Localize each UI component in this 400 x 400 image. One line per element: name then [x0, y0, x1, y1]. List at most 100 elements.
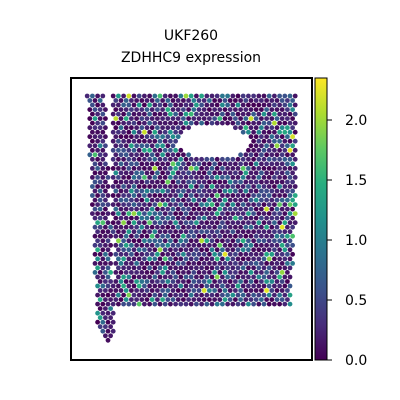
spot — [292, 220, 298, 226]
spot — [116, 238, 121, 244]
spot — [129, 134, 134, 140]
spot — [199, 256, 205, 262]
spot — [269, 206, 275, 212]
spot — [95, 292, 100, 298]
spot — [126, 102, 132, 108]
spot — [134, 206, 140, 212]
spot — [256, 265, 262, 271]
spot — [123, 152, 129, 158]
spot — [196, 261, 202, 266]
spot — [186, 279, 192, 284]
spot — [269, 107, 275, 112]
spot — [113, 224, 119, 230]
spot — [157, 256, 163, 262]
spot — [129, 261, 134, 266]
spot — [113, 288, 119, 293]
spot — [144, 170, 150, 176]
spot — [103, 261, 108, 266]
spot — [118, 188, 124, 194]
spot — [238, 242, 244, 248]
spot — [181, 270, 186, 275]
spot — [266, 102, 272, 108]
spot — [264, 134, 269, 140]
spot — [123, 242, 129, 248]
spot — [240, 102, 246, 108]
spot — [230, 229, 236, 235]
spot — [212, 179, 218, 185]
spot — [251, 211, 256, 217]
spot — [217, 297, 223, 302]
spot — [181, 297, 186, 302]
spot — [142, 238, 147, 244]
spot — [209, 166, 215, 171]
spot — [178, 166, 184, 171]
spot — [149, 288, 155, 293]
spot — [113, 116, 119, 121]
spot — [240, 265, 246, 271]
spot — [165, 297, 171, 302]
spot — [129, 270, 134, 275]
spot — [230, 274, 236, 280]
spot — [170, 270, 176, 275]
spot — [256, 202, 262, 208]
spot — [173, 229, 179, 235]
spot — [207, 251, 212, 257]
spot — [261, 138, 267, 144]
spot — [147, 265, 153, 271]
spot — [116, 120, 121, 126]
spot — [220, 229, 225, 235]
spot — [209, 301, 215, 307]
spot — [183, 238, 189, 244]
spot — [95, 256, 100, 262]
spot — [147, 274, 153, 280]
spot — [233, 98, 238, 103]
spot — [282, 202, 288, 208]
spot — [222, 215, 228, 221]
spot — [118, 161, 124, 167]
spot — [222, 233, 228, 239]
spot — [113, 197, 119, 203]
spot — [199, 202, 205, 208]
spot — [251, 229, 256, 235]
spot — [240, 193, 246, 198]
spot — [186, 197, 192, 203]
spot — [157, 93, 163, 99]
spot — [199, 283, 205, 289]
spot — [152, 256, 158, 262]
spot — [253, 251, 259, 257]
spot — [222, 251, 228, 257]
spot — [235, 238, 241, 244]
spot — [248, 161, 254, 167]
spot — [170, 197, 176, 203]
spot — [149, 161, 155, 167]
spot — [243, 233, 249, 239]
spot — [116, 202, 121, 208]
spot — [129, 279, 134, 284]
spot — [248, 270, 254, 275]
spot — [207, 107, 212, 112]
spot — [121, 111, 126, 117]
spot — [214, 175, 220, 180]
spot — [118, 288, 124, 293]
spot — [157, 120, 163, 126]
spot — [285, 242, 290, 248]
spot — [181, 125, 186, 131]
spot — [207, 242, 212, 248]
spot — [134, 116, 140, 121]
spot — [201, 215, 207, 221]
spot — [87, 98, 93, 103]
spot — [199, 120, 205, 126]
spot — [240, 247, 246, 253]
spot — [259, 161, 264, 167]
spot — [259, 170, 264, 176]
spot — [100, 319, 106, 325]
spot — [225, 274, 231, 280]
spot — [123, 107, 129, 112]
spot — [290, 170, 295, 176]
spot — [103, 242, 108, 248]
spot — [204, 220, 210, 226]
spot — [238, 233, 244, 239]
spot — [160, 161, 166, 167]
spot — [134, 107, 140, 112]
spot — [243, 251, 249, 257]
